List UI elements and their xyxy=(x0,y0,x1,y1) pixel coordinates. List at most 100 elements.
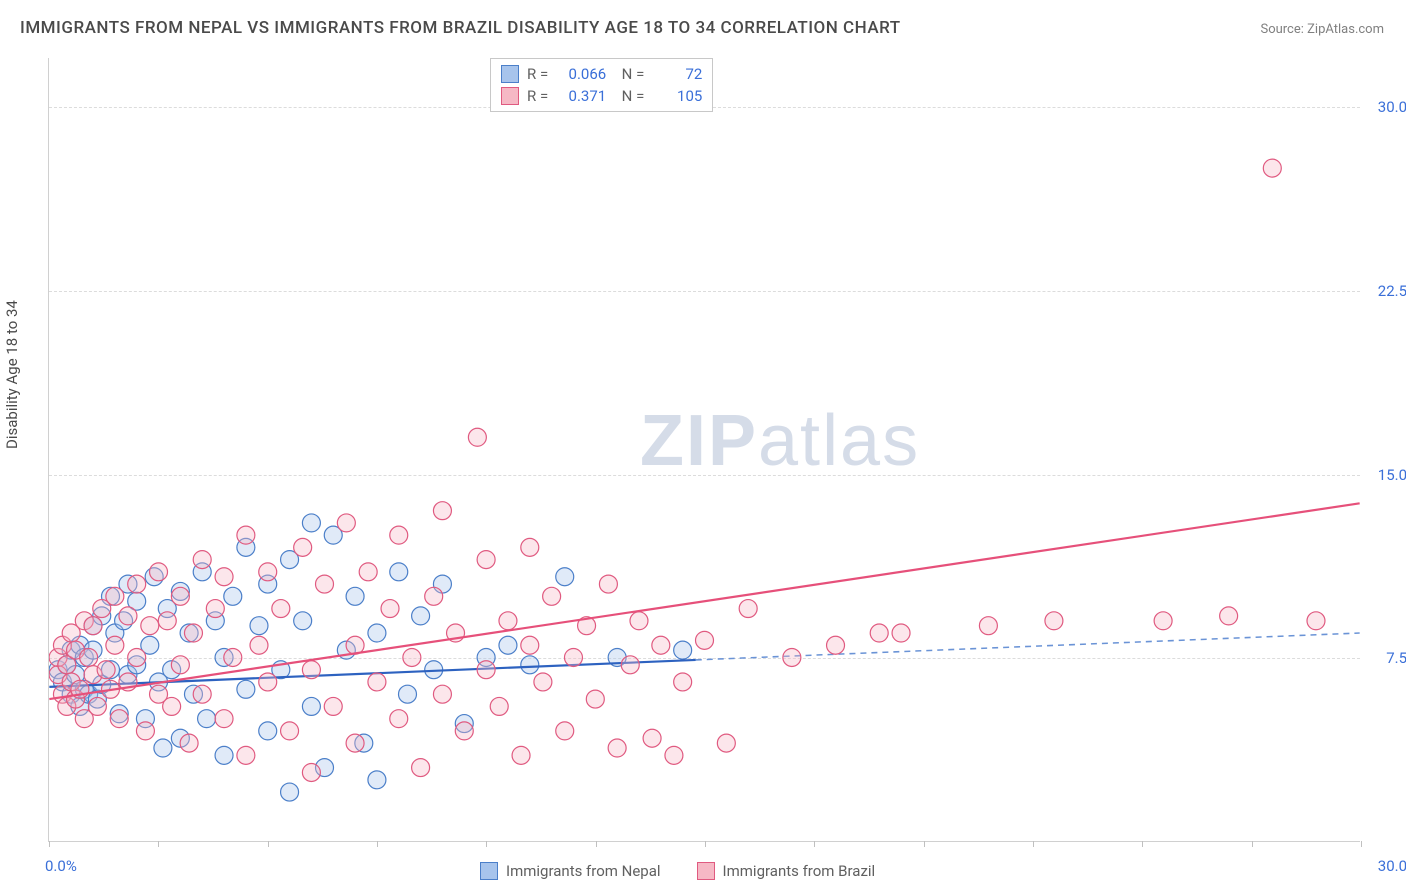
data-point xyxy=(412,607,430,625)
legend-swatch xyxy=(501,87,519,105)
data-point xyxy=(302,661,320,679)
x-tick xyxy=(49,841,50,847)
data-point xyxy=(237,746,255,764)
x-tick xyxy=(1252,841,1253,847)
data-point xyxy=(521,636,539,654)
data-point xyxy=(1263,159,1281,177)
data-point xyxy=(783,648,801,666)
data-point xyxy=(119,607,137,625)
data-point xyxy=(171,656,189,674)
data-point xyxy=(717,734,735,752)
x-tick xyxy=(1142,841,1143,847)
n-value: 105 xyxy=(652,85,702,107)
data-point xyxy=(180,734,198,752)
legend-row: R = 0.066 N = 72 xyxy=(501,63,702,85)
n-label: N = xyxy=(614,85,644,107)
r-label: R = xyxy=(527,63,548,85)
data-point xyxy=(368,673,386,691)
data-point xyxy=(556,568,574,586)
data-point xyxy=(171,587,189,605)
data-point xyxy=(979,617,997,635)
x-tick xyxy=(268,841,269,847)
data-point xyxy=(674,641,692,659)
data-point xyxy=(412,759,430,777)
x-tick xyxy=(1033,841,1034,847)
data-point xyxy=(128,648,146,666)
data-point xyxy=(259,673,277,691)
data-point xyxy=(521,656,539,674)
data-point xyxy=(556,722,574,740)
data-point xyxy=(80,648,98,666)
legend-item: Immigrants from Nepal xyxy=(480,862,661,880)
data-point xyxy=(237,680,255,698)
data-point xyxy=(499,612,517,630)
data-point xyxy=(390,526,408,544)
data-point xyxy=(281,722,299,740)
y-tick-label: 7.5% xyxy=(1386,649,1406,667)
x-axis-min-label: 0.0% xyxy=(45,857,77,875)
data-point xyxy=(206,600,224,618)
data-point xyxy=(652,636,670,654)
x-tick xyxy=(814,841,815,847)
data-point xyxy=(499,636,517,654)
data-point xyxy=(346,734,364,752)
data-point xyxy=(368,624,386,642)
data-point xyxy=(198,710,216,728)
r-value: 0.066 xyxy=(556,63,606,85)
data-point xyxy=(477,551,495,569)
data-point xyxy=(237,526,255,544)
data-point xyxy=(316,575,334,593)
data-point xyxy=(84,617,102,635)
data-point xyxy=(215,710,233,728)
data-point xyxy=(1154,612,1172,630)
legend-label: Immigrants from Nepal xyxy=(506,862,661,880)
data-point xyxy=(193,685,211,703)
data-point xyxy=(534,673,552,691)
x-tick xyxy=(1361,841,1362,847)
data-point xyxy=(1045,612,1063,630)
data-point xyxy=(259,722,277,740)
data-point xyxy=(128,575,146,593)
data-point xyxy=(739,600,757,618)
data-point xyxy=(543,587,561,605)
data-point xyxy=(468,428,486,446)
data-point xyxy=(136,722,154,740)
data-point xyxy=(870,624,888,642)
legend-label: Immigrants from Brazil xyxy=(723,862,876,880)
data-point xyxy=(294,538,312,556)
data-point xyxy=(433,685,451,703)
data-point xyxy=(381,600,399,618)
data-point xyxy=(215,746,233,764)
data-point xyxy=(346,587,364,605)
data-point xyxy=(110,710,128,728)
data-point xyxy=(630,612,648,630)
legend-item: Immigrants from Brazil xyxy=(697,862,876,880)
data-point xyxy=(106,636,124,654)
data-point xyxy=(294,612,312,630)
data-point xyxy=(302,514,320,532)
chart-title: IMMIGRANTS FROM NEPAL VS IMMIGRANTS FROM… xyxy=(20,18,901,38)
source-label: Source: ZipAtlas.com xyxy=(1260,22,1384,37)
x-tick xyxy=(486,841,487,847)
data-point xyxy=(193,551,211,569)
data-point xyxy=(88,697,106,715)
data-point xyxy=(892,624,910,642)
data-point xyxy=(224,648,242,666)
data-point xyxy=(158,612,176,630)
data-point xyxy=(106,587,124,605)
y-tick-label: 15.0% xyxy=(1378,466,1406,484)
data-point xyxy=(490,697,508,715)
data-point xyxy=(324,697,342,715)
data-point xyxy=(1220,607,1238,625)
data-point xyxy=(599,575,617,593)
data-point xyxy=(665,746,683,764)
x-tick xyxy=(158,841,159,847)
data-point xyxy=(302,697,320,715)
data-point xyxy=(455,722,473,740)
r-value: 0.371 xyxy=(556,85,606,107)
data-point xyxy=(696,631,714,649)
data-point xyxy=(425,587,443,605)
data-point xyxy=(1307,612,1325,630)
y-tick-label: 22.5% xyxy=(1378,282,1406,300)
legend-swatch xyxy=(697,862,715,880)
